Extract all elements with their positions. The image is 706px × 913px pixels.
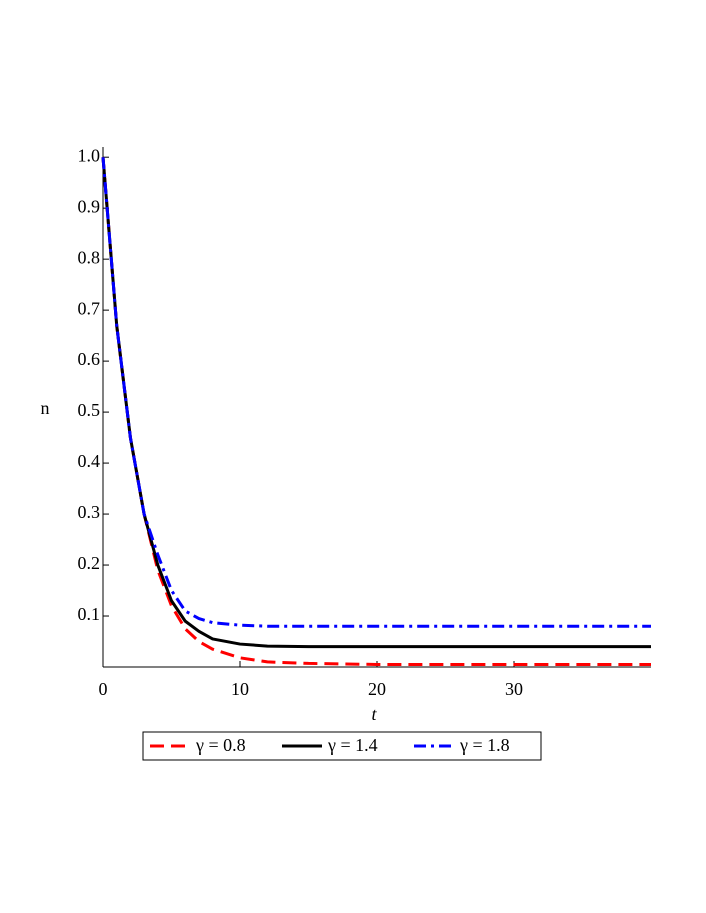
y-axis-label: n [41,398,50,418]
y-tick-label: 0.4 [78,451,101,471]
y-tick-label: 0.3 [78,502,101,522]
legend-label: γ = 0.8 [195,735,246,755]
series-line [101,157,651,666]
legend-box [142,731,542,761]
legend-label: γ = 1.8 [459,735,510,755]
y-tick-label: 0.6 [78,349,101,369]
x-tick-label: 20 [368,679,386,699]
x-tick-label: 10 [231,679,249,699]
x-axis-label: t [371,704,377,724]
y-tick-label: 0.8 [78,247,101,267]
y-tick-label: 0.2 [78,553,101,573]
y-tick-label: 0.1 [78,604,101,624]
legend-label: γ = 1.4 [327,735,378,755]
y-tick-label: 0.5 [78,400,101,420]
y-tick-label: 1.0 [78,145,101,165]
x-tick-label: 30 [505,679,523,699]
y-tick-label: 0.7 [78,298,101,318]
series-line [101,157,651,628]
x-tick-label: 0 [99,679,108,699]
y-tick-label: 0.9 [78,196,101,216]
